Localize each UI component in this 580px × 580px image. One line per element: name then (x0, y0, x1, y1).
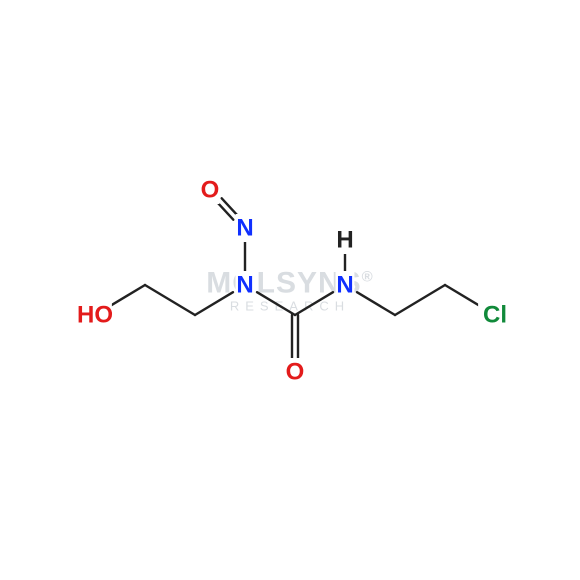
svg-text:N: N (236, 272, 253, 299)
chemical-structure-figure: { "canvas": { "width": 580, "height": 58… (0, 0, 580, 580)
svg-text:N: N (236, 215, 253, 242)
svg-text:N: N (336, 272, 353, 299)
svg-text:O: O (201, 177, 220, 204)
svg-text:H: H (336, 227, 353, 254)
svg-text:O: O (286, 359, 305, 386)
molecule-svg: HONNOONHCl (0, 0, 580, 580)
svg-text:HO: HO (77, 302, 113, 329)
svg-text:Cl: Cl (483, 302, 507, 329)
